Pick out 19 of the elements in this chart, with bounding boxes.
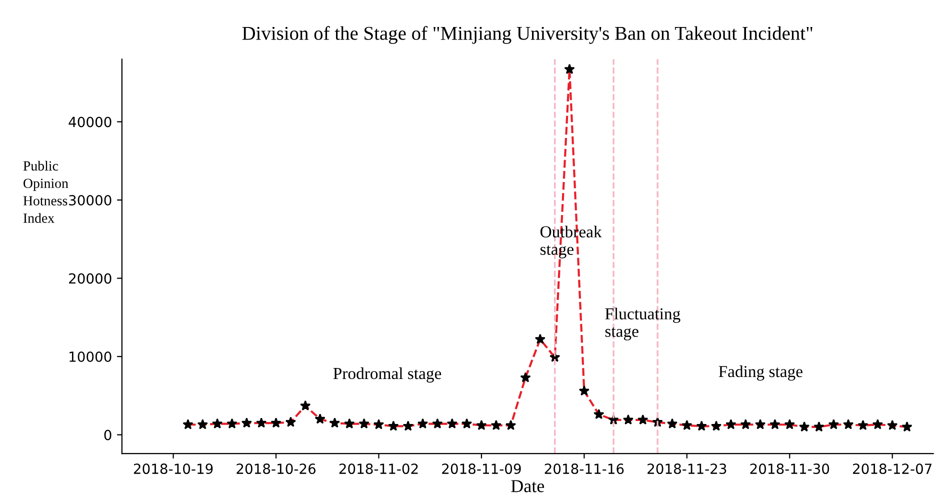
x-tick-label: 2018-10-26 [236, 464, 316, 474]
y-tick-label: 10000 [70, 351, 112, 362]
x-tick-label: 2018-11-23 [648, 464, 726, 474]
annotation: Fluctuating stage [605, 308, 680, 340]
y-axis-title: Public Opinion Hotness Index [23, 160, 68, 223]
annotation: Fading stage [718, 365, 802, 381]
x-tick-label: 2018-11-02 [339, 464, 418, 474]
x-tick-label: 2018-11-16 [544, 464, 624, 474]
x-tick-label: 2018-11-09 [442, 464, 521, 474]
y-tick-label: 30000 [69, 194, 112, 206]
y-tick-label: 40000 [68, 116, 112, 128]
x-axis-title: Date [511, 480, 544, 492]
x-tick-label: 2018-10-19 [134, 464, 213, 474]
x-tick-label: 2018-12-07 [853, 464, 932, 474]
chart-title: Division of the Stage of "Minjiang University's Ban on Takeout Incident" [242, 26, 812, 44]
x-tick-label: 2018-11-30 [750, 464, 830, 474]
y-tick-label: 20000 [69, 273, 112, 284]
y-tick-label: 0 [104, 430, 112, 440]
annotation: Prodromal stage [333, 367, 442, 383]
